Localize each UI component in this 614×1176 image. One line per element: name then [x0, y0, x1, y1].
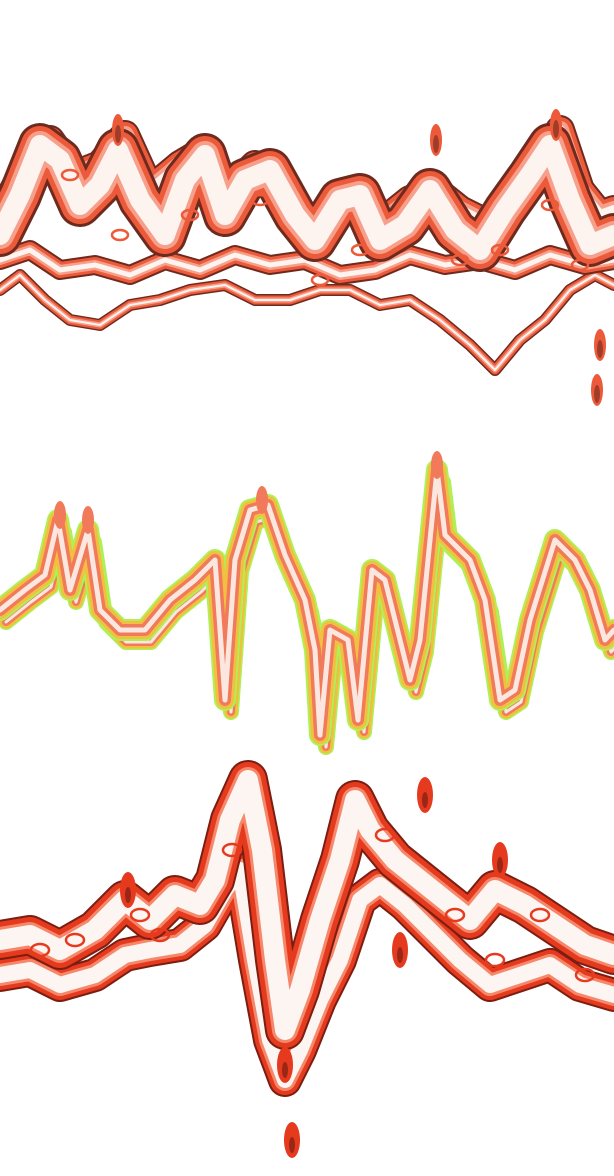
bottom-drip-core-3	[497, 857, 503, 873]
middle-peak-blob-3	[54, 501, 66, 529]
top-hole-4	[310, 273, 330, 287]
top-hole-2	[180, 208, 200, 222]
bottom-drip-core-0	[289, 1137, 295, 1153]
top-hole-6	[450, 253, 470, 267]
top-drip-core-1	[433, 135, 439, 153]
middle-main-trace-core-stroke	[0, 467, 614, 738]
bottom-hole-1	[64, 932, 86, 948]
bottom-hole-5	[374, 827, 396, 843]
bottom-drip-core-2	[422, 792, 428, 808]
bottom-hole-9	[484, 952, 506, 968]
bottom-hole-3	[149, 927, 171, 943]
bottom-hole-8	[574, 967, 596, 983]
middle-peak-blob-2	[256, 486, 268, 514]
waveform-band-bottom	[0, 760, 614, 1158]
bottom-hole-0	[29, 942, 51, 958]
middle-peak-blob-0	[82, 506, 94, 534]
bottom-hole-4	[221, 842, 243, 858]
top-drip-core-3	[594, 385, 600, 403]
top-drip-core-0	[115, 125, 121, 143]
bottom-drip-core-4	[125, 887, 131, 903]
bottom-hole-2	[129, 907, 151, 923]
top-hole-5	[350, 243, 370, 257]
top-hole-1	[110, 228, 130, 242]
bottom-hole-6	[444, 907, 466, 923]
top-hole-7	[490, 243, 510, 257]
top-drip-core-4	[597, 340, 603, 358]
bottom-drip-core-5	[282, 1062, 288, 1078]
top-hole-8	[540, 198, 560, 212]
waveform-band-middle	[0, 451, 614, 755]
top-hole-9	[570, 258, 590, 272]
top-hole-3	[250, 193, 270, 207]
top-main-trace-core-stroke	[0, 135, 614, 260]
top-lower-loop-core-stroke	[0, 274, 614, 371]
top-inner-loop-core-stroke	[0, 247, 614, 278]
bottom-drip-core-1	[397, 947, 403, 963]
waveform-band-top	[0, 109, 614, 406]
top-drip-core-2	[553, 120, 559, 138]
bottom-hole-7	[529, 907, 551, 923]
top-hole-0	[60, 168, 80, 182]
middle-peak-blob-1	[431, 451, 443, 479]
